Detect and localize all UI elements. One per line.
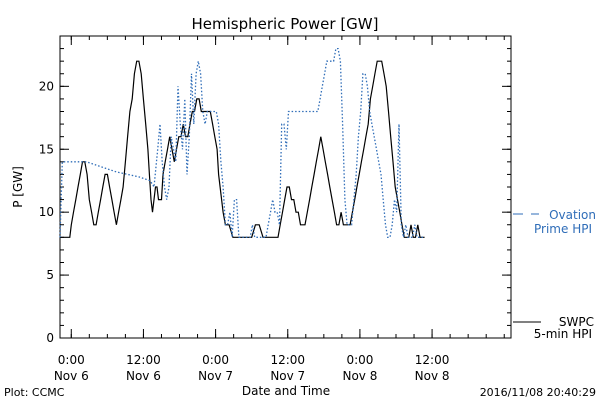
legend-ovation: Ovation Prime HPI xyxy=(513,208,596,236)
legend-swpc-line1: SWPC xyxy=(559,315,594,329)
y-axis-label: P [GW] xyxy=(11,166,25,208)
series-line-swpc xyxy=(60,60,425,238)
x-tick-date-label: Nov 7 xyxy=(270,369,305,383)
legend-ovation-line2: Prime HPI xyxy=(534,222,592,236)
x-tick-date-label: Nov 6 xyxy=(126,369,161,383)
y-axis-ticks: 0 5 10 15 20 xyxy=(39,79,511,345)
x-tick-date-label: Nov 6 xyxy=(54,369,89,383)
x-tick-time-label: 12:00 xyxy=(270,353,305,367)
legend-ovation-line1: Ovation xyxy=(549,208,596,222)
x-tick-time-label: 0:00 xyxy=(346,353,373,367)
x-tick-time-label: 0:00 xyxy=(58,353,85,367)
y-tick-label: 0 xyxy=(46,331,54,345)
x-tick-time-label: 12:00 xyxy=(415,353,450,367)
y-tick-label: 15 xyxy=(39,142,54,156)
legend-swpc: SWPC 5-min HPI xyxy=(513,315,594,341)
legend-swpc-line2: 5-min HPI xyxy=(534,327,592,341)
x-axis-label: Date and Time xyxy=(242,384,330,398)
x-tick-time-label: 0:00 xyxy=(202,353,229,367)
plot-frame xyxy=(59,35,512,339)
y-tick-label: 20 xyxy=(39,79,54,93)
x-tick-date-label: Nov 8 xyxy=(342,369,377,383)
footer-timestamp: 2016/11/08 20:40:29 xyxy=(480,386,596,399)
chart-title: Hemispheric Power [GW] xyxy=(192,15,379,33)
x-tick-time-label: 12:00 xyxy=(126,353,161,367)
y-tick-label: 10 xyxy=(39,205,54,219)
x-tick-date-label: Nov 7 xyxy=(198,369,233,383)
footer-plot-credit: Plot: CCMC xyxy=(4,386,65,399)
minor-ticks xyxy=(60,35,511,339)
series-layer xyxy=(59,47,425,238)
y-tick-label: 5 xyxy=(46,268,54,282)
series-line-ovation xyxy=(59,47,425,238)
x-tick-date-label: Nov 8 xyxy=(415,369,450,383)
x-axis-ticks: 0:00 Nov 6 12:00 Nov 6 0:00 Nov 7 12:00 Nov 7 0:… xyxy=(54,36,450,383)
